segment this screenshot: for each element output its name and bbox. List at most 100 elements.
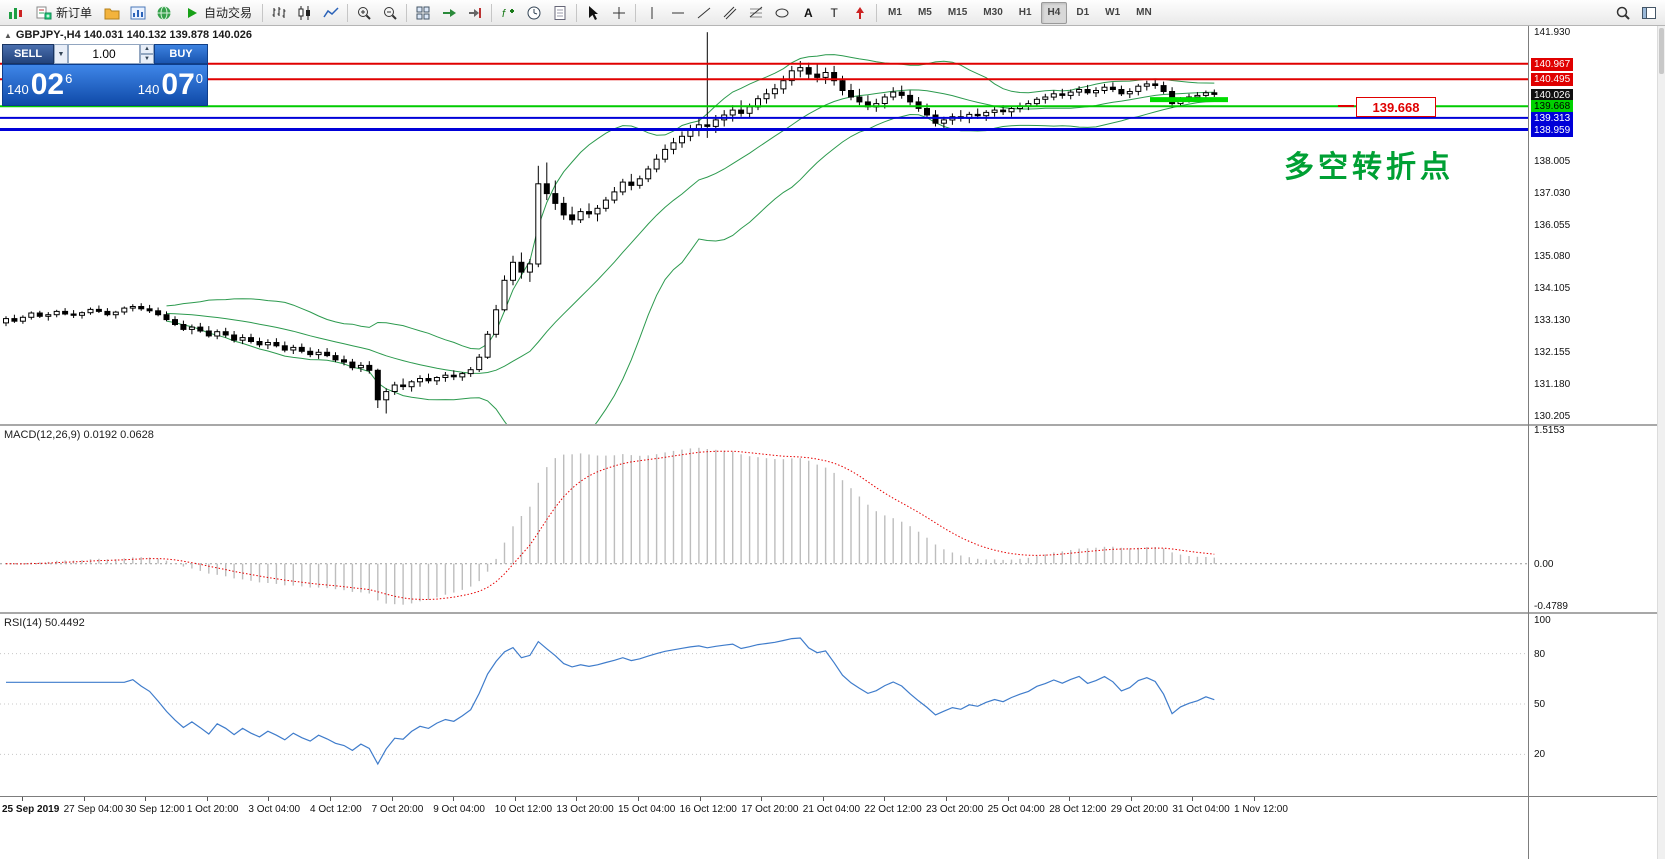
quick-panel-icon (1642, 6, 1656, 19)
volume-input[interactable] (68, 44, 140, 64)
price-axis-label: 140.967 (1531, 57, 1574, 71)
search-button[interactable] (1610, 1, 1636, 25)
indicators-button[interactable]: f (495, 1, 521, 25)
time-tick (145, 797, 147, 801)
text-label-button[interactable]: T (821, 1, 847, 25)
refresh-button[interactable] (151, 1, 177, 25)
time-tick (268, 797, 270, 801)
shapes-button[interactable] (769, 1, 795, 25)
price-axis-label: 134.105 (1534, 283, 1571, 295)
chart-shift-icon (469, 7, 482, 18)
sell-button[interactable]: SELL (2, 44, 54, 64)
zoom-in-icon (358, 6, 371, 20)
quick-panel-button[interactable] (1636, 1, 1662, 25)
autotrading-button-label: 自动交易 (204, 6, 253, 20)
volume-down-icon[interactable]: ▼ (140, 54, 154, 64)
rsi-panel[interactable]: RSI(14) 50.4492 (0, 614, 1528, 796)
bar-chart-button[interactable] (266, 1, 292, 25)
fibonacci-icon (749, 6, 763, 17)
cursor-button[interactable] (580, 1, 606, 25)
new-order-button-label: 新订单 (56, 6, 93, 20)
vertical-scrollbar[interactable] (1657, 26, 1665, 859)
scrollbar-thumb[interactable] (1659, 28, 1664, 74)
timeframe-m30-button[interactable]: M30 (983, 6, 1003, 18)
volume-stepper: ▲ ▼ (140, 44, 154, 64)
rsi-line (6, 637, 1215, 766)
new-order-icon (36, 6, 52, 19)
app-chart-icon[interactable] (3, 1, 29, 25)
timeframe-h4-button[interactable]: H4 (1040, 1, 1068, 24)
rsi-axis-label: 100 (1534, 615, 1551, 626)
price-chart-panel[interactable]: ▲ GBPJPY-,H4 140.031 140.132 139.878 140… (0, 26, 1528, 424)
panel-splitter[interactable] (0, 424, 1528, 426)
macd-axis-label: 1.5153 (1534, 425, 1565, 436)
zoom-out-button[interactable] (377, 1, 403, 25)
price-axis-label: 138.005 (1534, 155, 1571, 167)
time-axis[interactable]: 25 Sep 2019 27 Sep 04:00 30 Sep 12:00 1 Oct… (0, 796, 1528, 823)
crosshair-button[interactable] (606, 1, 632, 25)
channel-button[interactable] (717, 1, 743, 25)
time-tick (638, 797, 639, 801)
price-axis-label: 140.495 (1531, 73, 1574, 87)
text-button[interactable]: A (795, 1, 821, 25)
axis-separator (1529, 612, 1657, 614)
arrows-icon (856, 6, 865, 19)
line-chart-button[interactable] (318, 1, 344, 25)
timeframe-m5-button[interactable]: M5 (917, 6, 932, 18)
axis-separator (1529, 796, 1657, 797)
profiles-button[interactable] (99, 1, 125, 25)
one-click-toggle-icon[interactable]: ▲ (4, 30, 12, 40)
time-tick (761, 797, 763, 801)
candlestick-chart-button[interactable] (292, 1, 318, 25)
time-tick (22, 797, 23, 801)
text-icon: A (804, 6, 813, 20)
arrows-button[interactable] (847, 1, 873, 25)
zoom-in-button[interactable] (351, 1, 377, 25)
axis-separator (1529, 424, 1657, 426)
price-axis[interactable]: 141.930 140.967 140.495 140.026 139.668 139.3… (1528, 26, 1657, 859)
fibonacci-button[interactable] (743, 1, 769, 25)
buy-price-frac: 0 (195, 71, 203, 86)
periods-button[interactable] (521, 1, 547, 25)
macd-panel[interactable]: MACD(12,26,9) 0.0192 0.0628 (0, 426, 1528, 612)
timeframe-mn-button[interactable]: MN (1136, 6, 1152, 18)
price-axis-label: 137.030 (1534, 187, 1571, 199)
macd-label: MACD(12,26,9) 0.0192 0.0628 (4, 429, 154, 441)
timeframe-h1-button[interactable]: H1 (1018, 6, 1032, 18)
volume-dropdown-icon[interactable]: ▼ (54, 44, 68, 64)
tile-windows-button[interactable] (410, 1, 436, 25)
timeframe-d1-button[interactable]: D1 (1076, 6, 1090, 18)
timeframe-w1-button[interactable]: W1 (1105, 6, 1121, 18)
time-axis-label: 25 Sep 2019 (2, 804, 60, 815)
buy-button[interactable]: BUY (154, 44, 208, 64)
toolbar-separator (576, 3, 578, 22)
turning-point-annotation[interactable]: 多空转折点 (1284, 150, 1454, 185)
auto-scroll-button[interactable] (436, 1, 462, 25)
macd-signal-line (5, 450, 1215, 601)
autotrading-button[interactable]: 自动交易 (177, 1, 259, 25)
trendline-button[interactable] (691, 1, 717, 25)
bollinger-middle-band (166, 89, 1215, 374)
buy-price-display[interactable]: 140 07 0 (138, 68, 203, 102)
horizontal-line-button[interactable] (665, 1, 691, 25)
chart-shift-button[interactable] (462, 1, 488, 25)
chart-title-bar: ▲ GBPJPY-,H4 140.031 140.132 139.878 140… (4, 29, 252, 41)
window-bottom-area (0, 823, 1528, 859)
price-axis-label: 136.055 (1534, 219, 1571, 231)
time-tick (1130, 797, 1132, 801)
panel-splitter[interactable] (0, 612, 1528, 614)
autotrading-icon (188, 7, 198, 18)
timeframe-m1-button[interactable]: M1 (888, 6, 902, 18)
tile-windows-icon (416, 6, 430, 19)
volume-up-icon[interactable]: ▲ (140, 44, 154, 54)
vertical-line-button[interactable] (639, 1, 665, 25)
chart-column: ▲ GBPJPY-,H4 140.031 140.132 139.878 140… (0, 26, 1528, 859)
timeframe-m15-button[interactable]: M15 (947, 6, 968, 18)
templates-button[interactable] (547, 1, 573, 25)
time-axis-label: 1 Nov 12:00 (1234, 804, 1288, 815)
charts-window-button[interactable] (125, 1, 151, 25)
price-annotation-label[interactable]: 139.668 (1356, 97, 1436, 117)
new-order-button[interactable]: 新订单 (29, 1, 99, 25)
sell-price-int: 140 (7, 82, 29, 97)
sell-price-display[interactable]: 140 02 6 (7, 68, 72, 102)
